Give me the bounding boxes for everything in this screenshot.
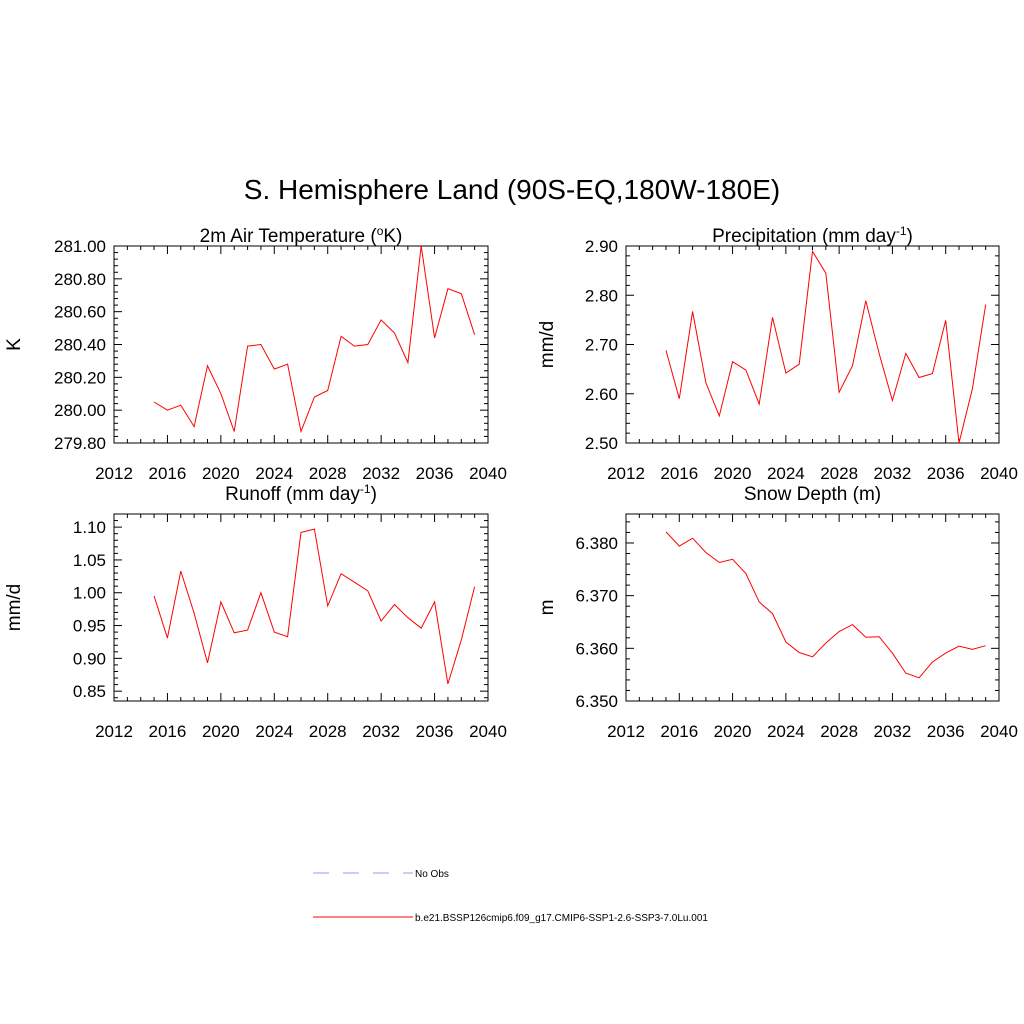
precipitation-ylabel: mm/d (537, 321, 558, 369)
snow-depth-title: Snow Depth (m) (744, 484, 881, 505)
precipitation-xtick-label: 2036 (927, 464, 965, 483)
temperature-ytick-label: 281.00 (54, 237, 106, 256)
main-title: S. Hemisphere Land (90S-EQ,180W-180E) (243, 174, 781, 205)
snow-depth-ytick-label: 6.370 (575, 587, 618, 606)
runoff-ytick-label: 1.00 (73, 584, 106, 603)
runoff-ytick-label: 0.90 (73, 649, 106, 668)
precipitation-ytick-label: 2.70 (585, 336, 618, 355)
temperature-xtick-label: 2028 (309, 464, 347, 483)
runoff-ytick-label: 1.05 (73, 551, 106, 570)
precipitation-xtick-label: 2024 (767, 464, 805, 483)
temperature-title: 2m Air Temperature (oK) (200, 224, 403, 247)
runoff-xtick-label: 2012 (95, 722, 133, 741)
runoff-series-line (153, 528, 476, 685)
precipitation-xtick-label: 2020 (714, 464, 752, 483)
legend-model-label: b.e21.BSSP126cmip6.f09_g17.CMIP6-SSP1-2.… (415, 913, 708, 924)
temperature-xtick-label: 2016 (149, 464, 187, 483)
snow-depth-xtick-label: 2020 (714, 722, 752, 741)
snow-depth-ytick-label: 6.350 (575, 692, 618, 711)
temperature-ytick-label: 280.80 (54, 270, 106, 289)
snow-depth-frame (625, 513, 1000, 702)
runoff-xtick-label: 2036 (416, 722, 454, 741)
runoff-xtick-label: 2016 (149, 722, 187, 741)
temperature-ytick-label: 279.80 (54, 434, 106, 453)
legend: No Obs b.e21.BSSP126cmip6.f09_g17.CMIP6-… (313, 869, 708, 924)
precipitation-series-line (665, 249, 987, 444)
runoff-title: Runoff (mm day-1) (225, 482, 377, 505)
temperature-xtick-label: 2024 (255, 464, 293, 483)
snow-depth-xtick-label: 2036 (927, 722, 965, 741)
snow-depth-ytick-label: 6.360 (575, 639, 618, 658)
precipitation-ytick-label: 2.50 (585, 434, 618, 453)
temperature-panel: 2m Air Temperature (oK) 2012 2016 2020 2024 2… (4, 224, 507, 483)
temperature-frame (113, 245, 489, 444)
runoff-panel: Runoff (mm day-1) 2012 2016 2020 2024 2028 203… (4, 482, 507, 741)
legend-obs-label: No Obs (415, 869, 449, 880)
precipitation-frame (625, 245, 1000, 444)
snow-depth-panel: Snow Depth (m) 2012 2016 2020 2024 2028 2032 20… (537, 484, 1018, 741)
precipitation-ytick-label: 2.60 (585, 385, 618, 404)
precipitation-ytick-label: 2.80 (585, 286, 618, 305)
snow-depth-xtick-label: 2012 (607, 722, 645, 741)
snow-depth-xtick-label: 2032 (874, 722, 912, 741)
temperature-series-line (153, 245, 476, 434)
runoff-ytick-label: 0.95 (73, 617, 106, 636)
temperature-xtick-label: 2032 (362, 464, 400, 483)
temperature-xtick-label: 2020 (202, 464, 240, 483)
runoff-xtick-label: 2032 (362, 722, 400, 741)
runoff-xtick-label: 2024 (255, 722, 293, 741)
precipitation-title: Precipitation (mm day-1) (712, 224, 913, 247)
precipitation-panel: Precipitation (mm day-1) 2012 2016 2020 2024… (537, 224, 1018, 483)
temperature-xtick-label: 2012 (95, 464, 133, 483)
runoff-xtick-label: 2040 (469, 722, 507, 741)
snow-depth-ytick-label: 6.380 (575, 534, 618, 553)
precipitation-xtick-label: 2040 (980, 464, 1018, 483)
snow-depth-xtick-label: 2024 (767, 722, 805, 741)
temperature-ytick-label: 280.00 (54, 401, 106, 420)
precipitation-xtick-label: 2032 (874, 464, 912, 483)
temperature-ytick-label: 280.60 (54, 303, 106, 322)
temperature-xtick-label: 2036 (416, 464, 454, 483)
snow-depth-xtick-label: 2028 (820, 722, 858, 741)
precipitation-xtick-label: 2028 (820, 464, 858, 483)
runoff-ytick-label: 0.85 (73, 682, 106, 701)
precipitation-ytick-label: 2.90 (585, 237, 618, 256)
temperature-ytick-label: 280.20 (54, 368, 106, 387)
runoff-ylabel: mm/d (4, 584, 25, 632)
snow-depth-ylabel: m (537, 600, 558, 616)
snow-depth-xtick-label: 2040 (980, 722, 1018, 741)
precipitation-xtick-label: 2012 (607, 464, 645, 483)
snow-depth-xtick-label: 2016 (660, 722, 698, 741)
temperature-xtick-label: 2040 (469, 464, 507, 483)
temperature-ylabel: K (4, 338, 25, 351)
temperature-ytick-label: 280.40 (54, 336, 106, 355)
runoff-xtick-label: 2028 (309, 722, 347, 741)
precipitation-xtick-label: 2016 (660, 464, 698, 483)
snow-depth-series-line (665, 531, 986, 679)
runoff-ytick-label: 1.10 (73, 518, 106, 537)
runoff-xtick-label: 2020 (202, 722, 240, 741)
